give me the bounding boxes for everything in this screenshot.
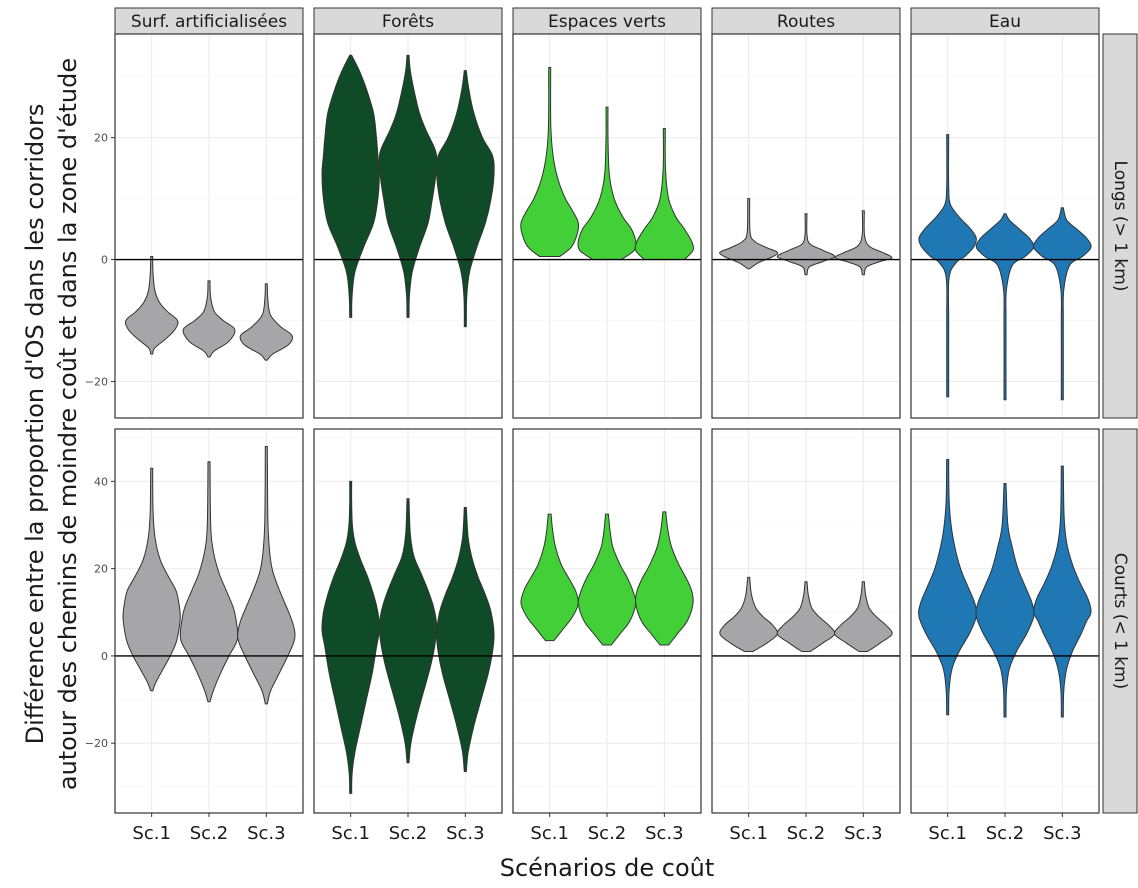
x-tick-label-sc1: Sc.1 bbox=[729, 823, 768, 844]
violin-sc1-r2-c1 bbox=[122, 467, 181, 692]
strip-label-row-1: Longs (> 1 km) bbox=[1110, 161, 1130, 292]
y-axis-title-line-1: Différence entre la proportion d'OS dans… bbox=[21, 104, 49, 745]
violin-sc2-r1-c2 bbox=[378, 54, 438, 318]
strip-label-col-1: Surf. artificialisées bbox=[131, 12, 287, 32]
x-tick-label-sc1: Sc.1 bbox=[132, 823, 171, 844]
panel-r1-c5 bbox=[910, 33, 1100, 419]
violin-sc1-r1-c1 bbox=[124, 256, 179, 355]
panel-r1-c3 bbox=[512, 33, 702, 419]
violin-sc2-r2-c5 bbox=[975, 483, 1035, 718]
panel-r1-c2 bbox=[313, 33, 503, 419]
violin-sc2-r1-c5 bbox=[975, 213, 1035, 401]
panel-r2-c5 bbox=[910, 428, 1100, 814]
violin-sc3-r1-c2 bbox=[436, 70, 495, 328]
violin-sc3-r2-c1 bbox=[237, 446, 296, 705]
strip-label-row-2: Courts (< 1 km) bbox=[1110, 553, 1130, 690]
violin-sc3-r1-c1 bbox=[239, 283, 294, 361]
panel-border bbox=[114, 33, 304, 419]
violin-sc1-r2-c4 bbox=[719, 576, 778, 652]
panel-r2-c4 bbox=[711, 428, 901, 814]
panel-border bbox=[910, 33, 1100, 419]
violin-sc2-r2-c1 bbox=[179, 461, 239, 703]
y-axis-title-line-2: autour des chemins de moindre coût et da… bbox=[54, 58, 82, 790]
violin-sc1-r1-c4 bbox=[719, 198, 779, 270]
strip-label-col-2: Forêts bbox=[382, 12, 434, 32]
strip-header-col-4 bbox=[711, 7, 901, 35]
violin-sc2-r2-c4 bbox=[776, 581, 836, 652]
strip-header-row-1 bbox=[1102, 33, 1138, 419]
panel-r1-c4 bbox=[711, 33, 901, 419]
x-tick-label-sc3: Sc.3 bbox=[1043, 823, 1082, 844]
x-tick-label-sc3: Sc.3 bbox=[645, 823, 684, 844]
y-tick-label: 0 bbox=[101, 650, 108, 663]
violin-sc1-r1-c2 bbox=[321, 54, 380, 318]
panel-r1-c1 bbox=[114, 33, 304, 419]
violin-sc3-r1-c3 bbox=[634, 128, 694, 260]
x-tick-label-sc2: Sc.2 bbox=[986, 823, 1025, 844]
violin-sc3-r2-c3 bbox=[634, 511, 694, 646]
strip-header-col-1 bbox=[114, 7, 304, 35]
violin-sc1-r2-c2 bbox=[321, 480, 380, 794]
x-axis-title: Scénarios de coût bbox=[500, 854, 715, 882]
panel-r2-c2 bbox=[313, 428, 503, 814]
violin-sc3-r2-c5 bbox=[1033, 465, 1092, 718]
strip-label-col-4: Routes bbox=[777, 12, 835, 32]
y-tick-label: 40 bbox=[94, 475, 108, 488]
x-tick-label-sc1: Sc.1 bbox=[530, 823, 569, 844]
strip-label-col-5: Eau bbox=[989, 12, 1021, 32]
violin-sc1-r2-c5 bbox=[918, 459, 978, 716]
y-tick-label: 0 bbox=[101, 254, 108, 267]
panel-border bbox=[313, 33, 503, 419]
y-tick-label: −20 bbox=[85, 375, 108, 388]
panel-border bbox=[512, 33, 702, 419]
y-tick-label: 20 bbox=[94, 132, 108, 145]
y-tick-label: 20 bbox=[94, 563, 108, 576]
strip-label-col-3: Espaces verts bbox=[548, 12, 666, 32]
x-tick-label-sc1: Sc.1 bbox=[331, 823, 370, 844]
violin-sc2-r1-c3 bbox=[577, 106, 637, 260]
violin-sc1-r1-c3 bbox=[520, 67, 580, 257]
y-tick-label: −20 bbox=[85, 737, 108, 750]
violin-sc2-r1-c1 bbox=[182, 280, 236, 358]
x-tick-label-sc3: Sc.3 bbox=[247, 823, 286, 844]
x-tick-label-sc3: Sc.3 bbox=[446, 823, 485, 844]
panel-r2-c1 bbox=[114, 428, 304, 814]
x-tick-label-sc2: Sc.2 bbox=[787, 823, 826, 844]
x-tick-label-sc2: Sc.2 bbox=[190, 823, 229, 844]
strip-header-col-2 bbox=[313, 7, 503, 35]
strip-header-row-2 bbox=[1102, 428, 1138, 814]
x-tick-label-sc2: Sc.2 bbox=[588, 823, 627, 844]
violin-sc3-r2-c2 bbox=[436, 507, 495, 772]
violin-sc2-r2-c2 bbox=[378, 498, 438, 764]
x-tick-label-sc3: Sc.3 bbox=[844, 823, 883, 844]
x-tick-label-sc2: Sc.2 bbox=[389, 823, 428, 844]
panel-border bbox=[711, 33, 901, 419]
violin-sc3-r1-c5 bbox=[1033, 207, 1092, 401]
strip-header-col-3 bbox=[512, 7, 702, 35]
panel-r2-c3 bbox=[512, 428, 702, 814]
violin-sc3-r2-c4 bbox=[834, 581, 893, 652]
x-tick-label-sc1: Sc.1 bbox=[928, 823, 967, 844]
